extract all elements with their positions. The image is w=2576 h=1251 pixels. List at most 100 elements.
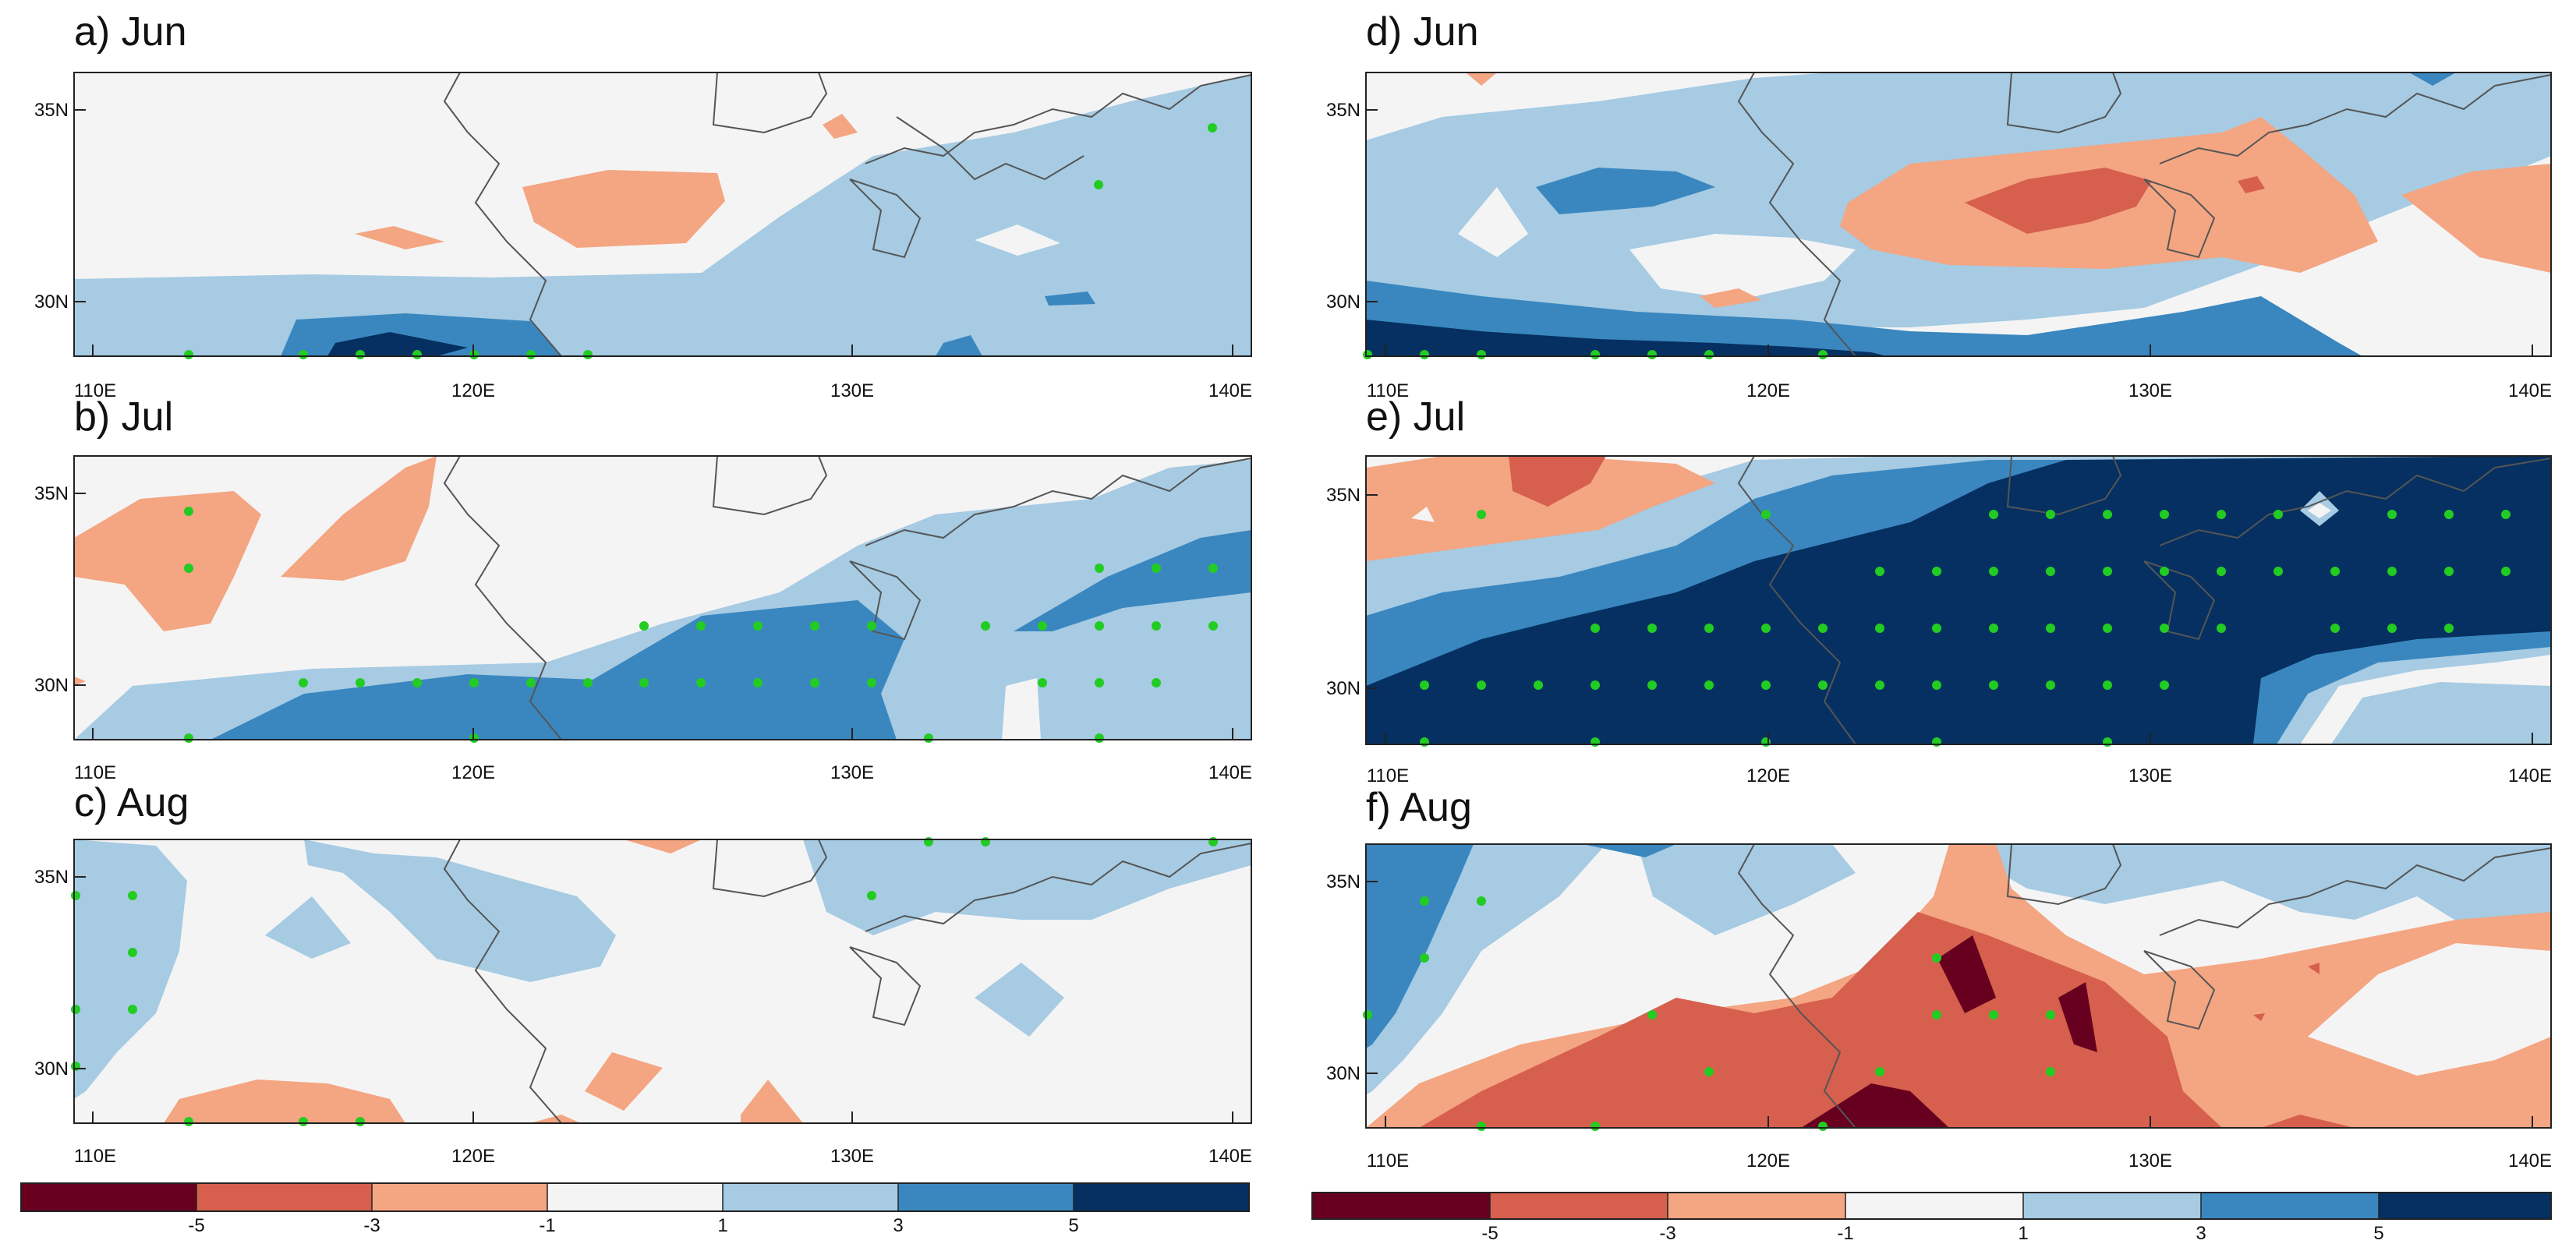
colorbar-right-bin-4 — [1845, 1193, 2023, 1219]
panel-b-lon-tick-110e: 110E — [74, 762, 116, 783]
panel-c-lon-tick-110e: 110E — [74, 1146, 116, 1167]
colorbar-left-bin-3 — [372, 1183, 547, 1211]
panel-f-frame — [1365, 843, 2552, 1129]
colorbar-left-label-neg1: -1 — [539, 1215, 555, 1236]
colorbar-left-label-neg3: -3 — [363, 1215, 380, 1236]
panel-d-lat-tick-30n: 30N — [1326, 292, 1361, 313]
panel-a-coastline — [443, 72, 1252, 357]
panel-c-frame — [73, 839, 1252, 1124]
panel-b-frame — [73, 455, 1252, 740]
panel-d-lat-tick-35n: 35N — [1326, 100, 1361, 121]
panel-c-title: c) Aug — [74, 780, 189, 825]
panel-f-lon-tick-130e: 130E — [2128, 1150, 2172, 1171]
panel-e-frame — [1365, 455, 2552, 745]
colorbar-left-bin-7 — [1074, 1183, 1249, 1211]
panel-d-lon-tick-140e: 140E — [2508, 380, 2552, 401]
colorbar-right-bin-5 — [2023, 1193, 2201, 1219]
panel-b: b) Jul 35N 30N — [34, 394, 1252, 783]
panel-a-lon-tick-130e: 130E — [830, 380, 874, 401]
panel-c-lon-tick-130e: 130E — [830, 1146, 874, 1167]
panel-f-lon-tick-140e: 140E — [2508, 1150, 2552, 1171]
panel-a-axes — [74, 109, 1233, 356]
colorbar-right: -5 -3 -1 1 3 5 — [1311, 1192, 2552, 1244]
colorbar-right-label-5: 5 — [2373, 1223, 2383, 1244]
panel-c-lat-tick-35n: 35N — [34, 867, 69, 888]
colorbar-right-label-3: 3 — [2196, 1223, 2206, 1244]
colorbar-left-bin-5 — [723, 1183, 898, 1211]
panel-a-lon-tick-120e: 120E — [451, 380, 495, 401]
panel-c-coastline — [443, 839, 1252, 1124]
panel-e-lon-tick-140e: 140E — [2508, 765, 2552, 786]
panel-d-title: d) Jun — [1366, 9, 1479, 55]
panel-c: c) Aug 35N — [34, 780, 1252, 1167]
panel-e-lon-tick-110e: 110E — [1367, 765, 1409, 786]
colorbar-right-bin-1 — [1312, 1193, 1490, 1219]
colorbar-left-label-3: 3 — [893, 1215, 903, 1236]
panel-b-fill — [74, 456, 1251, 740]
panel-a-title: a) Jun — [74, 9, 187, 55]
panel-b-coastline — [443, 455, 1252, 740]
colorbar-right-label-neg5: -5 — [1481, 1223, 1498, 1244]
panel-f: f) Aug — [1326, 785, 2552, 1171]
colorbar-left-label-1: 1 — [717, 1215, 727, 1236]
panel-e: e) Jul — [1326, 394, 2552, 786]
colorbar-right-dividers — [1489, 1193, 2380, 1219]
colorbar-right-bin-7 — [2379, 1193, 2551, 1219]
panel-e-lon-tick-120e: 120E — [1746, 765, 1790, 786]
colorbar-right-frame — [1311, 1192, 2552, 1220]
panel-d-axes — [1366, 109, 2533, 356]
panel-b-lat-tick-30n: 30N — [34, 675, 69, 696]
colorbar-left-label-5: 5 — [1068, 1215, 1078, 1236]
panel-f-lat-tick-35n: 35N — [1326, 871, 1361, 892]
panel-b-title: b) Jul — [74, 394, 173, 440]
panel-e-axes — [1366, 494, 2533, 744]
colorbar-left-bin-1 — [21, 1183, 196, 1211]
panel-e-lat-tick-30n: 30N — [1326, 678, 1361, 699]
panel-a-lon-tick-140e: 140E — [1208, 380, 1252, 401]
panel-b-lon-tick-120e: 120E — [451, 762, 495, 783]
panel-a-lat-tick-30n: 30N — [34, 292, 69, 313]
panel-f-lat-tick-30n: 30N — [1326, 1063, 1361, 1084]
panel-f-lon-tick-120e: 120E — [1746, 1150, 1790, 1171]
panel-f-title: f) Aug — [1366, 785, 1472, 830]
panel-b-lon-tick-130e: 130E — [830, 762, 874, 783]
colorbar-left: -5 -3 -1 1 3 5 — [20, 1182, 1250, 1236]
colorbar-right-label-1: 1 — [2018, 1223, 2028, 1244]
panel-f-axes — [1366, 881, 2533, 1128]
panel-b-significance — [184, 507, 1218, 743]
panel-e-lat-tick-35n: 35N — [1326, 485, 1361, 506]
colorbar-right-bin-2 — [1490, 1193, 1668, 1219]
panel-f-fill — [1366, 844, 2551, 1128]
colorbar-right-label-neg1: -1 — [1837, 1223, 1853, 1244]
colorbar-left-bin-6 — [898, 1183, 1074, 1211]
colorbar-left-label-neg5: -5 — [188, 1215, 204, 1236]
panel-a: a) Jun 35N 30N — [34, 9, 1252, 401]
panel-d-lon-tick-110e: 110E — [1367, 380, 1409, 401]
panel-c-lon-tick-140e: 140E — [1208, 1146, 1252, 1167]
colorbar-right-label-neg3: -3 — [1659, 1223, 1675, 1244]
panel-d-lon-tick-120e: 120E — [1746, 380, 1790, 401]
panel-e-lon-tick-130e: 130E — [2128, 765, 2172, 786]
panel-f-lon-tick-110e: 110E — [1367, 1150, 1409, 1171]
panel-c-lon-tick-120e: 120E — [451, 1146, 495, 1167]
panel-d-frame — [1365, 72, 2552, 357]
panel-d-coastline — [1737, 72, 2552, 357]
panel-c-lat-tick-30n: 30N — [34, 1058, 69, 1080]
panel-c-axes — [74, 876, 1233, 1123]
panel-e-coastline — [1737, 455, 2552, 745]
panel-b-lat-tick-35n: 35N — [34, 483, 69, 504]
panel-f-coastline — [1737, 843, 2552, 1129]
panel-a-frame — [73, 72, 1252, 357]
panel-d: d) Jun — [1326, 9, 2552, 401]
panel-a-lon-tick-110e: 110E — [74, 380, 116, 401]
panel-d-lon-tick-130e: 130E — [2128, 380, 2172, 401]
colorbar-right-bin-6 — [2201, 1193, 2379, 1219]
colorbar-left-bin-4 — [547, 1183, 723, 1211]
panel-e-title: e) Jul — [1366, 394, 1465, 440]
colorbar-left-dividers — [196, 1183, 1074, 1211]
colorbar-left-frame — [20, 1182, 1250, 1212]
colorbar-left-bin-2 — [196, 1183, 372, 1211]
panel-a-lat-tick-35n: 35N — [34, 100, 69, 121]
colorbar-right-bin-3 — [1668, 1193, 1845, 1219]
